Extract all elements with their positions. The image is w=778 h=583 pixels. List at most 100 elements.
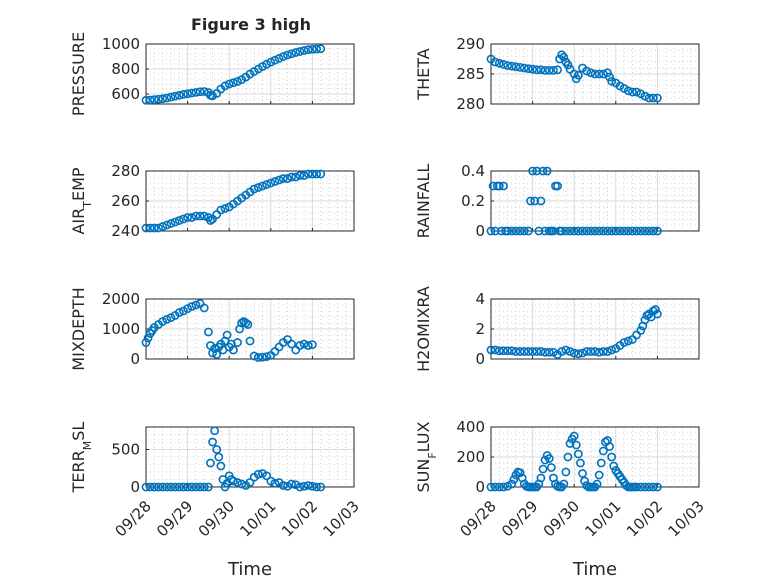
data-point (208, 437, 217, 447)
data-point (503, 61, 513, 70)
data-point (187, 302, 197, 311)
data-point (632, 226, 641, 236)
data-point (640, 226, 650, 236)
data-point (228, 345, 238, 355)
y-tick-label: 4 (475, 290, 485, 308)
data-point (278, 174, 288, 183)
data-point (490, 345, 500, 355)
data-point (141, 223, 151, 233)
data-point (291, 48, 301, 57)
data-point (640, 482, 650, 492)
data-point (569, 226, 579, 236)
data-point (538, 166, 548, 176)
data-point (536, 65, 546, 75)
y-tick-label: 500 (111, 441, 140, 459)
data-point (598, 347, 608, 356)
data-point (590, 226, 600, 236)
data-point (507, 479, 517, 489)
data-point (316, 169, 326, 179)
data-point (191, 211, 201, 221)
data-point (569, 69, 579, 79)
y-axis-label-part: SUN (414, 459, 433, 493)
y-axis-label: AIRTEMP (69, 167, 94, 234)
data-point (486, 482, 496, 492)
data-point (212, 350, 222, 359)
axes-frame-h2omixra (490, 298, 700, 360)
data-point (195, 211, 205, 221)
data-point (203, 482, 213, 492)
data-point (582, 66, 592, 76)
data-point (166, 92, 176, 102)
data-point (187, 213, 197, 222)
data-point (295, 171, 305, 180)
data-point (316, 44, 326, 54)
axes-frame-terr_msl (145, 426, 355, 488)
y-axis-label-part: SL (69, 422, 88, 441)
data-point (528, 64, 537, 74)
x-axis-label: Time (572, 559, 617, 580)
data-point (586, 226, 596, 236)
data-point (283, 50, 292, 60)
data-point (532, 65, 542, 75)
data-point (191, 482, 201, 492)
data-point (216, 461, 226, 471)
data-point (515, 468, 525, 478)
y-tick-label: 0.4 (461, 162, 485, 180)
data-point (511, 62, 521, 72)
data-point (158, 222, 168, 231)
data-point (228, 476, 238, 486)
data-point (536, 473, 546, 483)
y-axis-label: THETA (414, 48, 433, 100)
data-point (515, 63, 525, 72)
data-point (154, 482, 163, 492)
data-point (143, 333, 153, 343)
data-point (241, 318, 251, 328)
data-point (174, 482, 184, 492)
data-point (653, 482, 662, 492)
data-point (162, 314, 172, 324)
y-tick-label: 2000 (102, 290, 140, 308)
data-point (154, 223, 163, 233)
data-point (174, 308, 184, 317)
y-tick-label: 0 (475, 222, 485, 240)
data-point (154, 94, 163, 104)
data-point (312, 44, 321, 54)
data-point (648, 226, 658, 236)
data-point (594, 69, 604, 79)
data-point (544, 454, 554, 463)
data-point (594, 226, 604, 236)
y-tick-label: 0 (475, 478, 485, 496)
data-point (532, 166, 542, 176)
data-point (590, 347, 600, 356)
y-tick-label: 260 (111, 192, 140, 210)
data-point (571, 440, 581, 450)
data-point (299, 481, 309, 491)
data-point (578, 469, 587, 478)
data-point (499, 60, 508, 69)
axes-frame-theta (490, 43, 700, 105)
data-point (605, 442, 614, 451)
data-point (628, 226, 637, 236)
y-tick-label: 1000 (102, 320, 140, 338)
data-point (191, 87, 201, 97)
data-point (553, 181, 562, 191)
y-tick-label: 0 (475, 350, 485, 368)
data-point (499, 482, 508, 492)
data-point (605, 72, 614, 82)
data-point (573, 226, 583, 236)
data-point (569, 431, 579, 441)
data-point (274, 53, 284, 63)
data-point (216, 205, 226, 215)
data-point (210, 426, 220, 436)
y-axis-label: TERRMSL (69, 422, 94, 494)
data-point (307, 44, 317, 54)
data-point (594, 470, 604, 480)
data-point (546, 463, 556, 472)
data-point (524, 226, 533, 236)
data-point (233, 478, 242, 487)
data-point (499, 181, 508, 191)
data-point (162, 220, 172, 230)
data-point (214, 452, 224, 462)
data-point (636, 326, 646, 335)
